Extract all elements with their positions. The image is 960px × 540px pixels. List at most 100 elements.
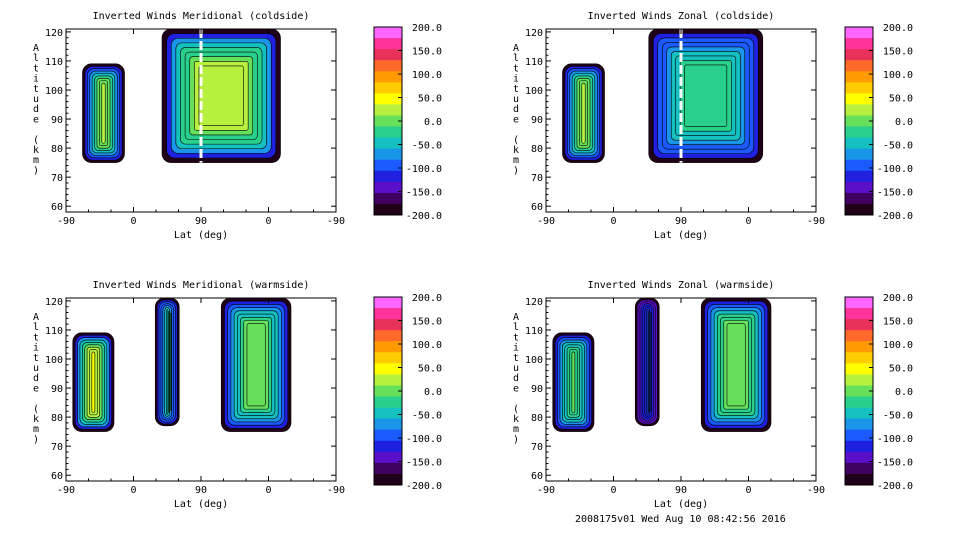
x-tick-label: 0 <box>610 485 616 496</box>
y-tick-label: 60 <box>531 471 543 482</box>
y-tick-label: 100 <box>45 355 63 366</box>
colorbar-swatch <box>845 374 873 386</box>
x-tick-label: -90 <box>327 485 345 496</box>
colorbar-tick-label: -100.0 <box>877 164 913 175</box>
y-tick-label: 100 <box>525 355 543 366</box>
colorbar-tick-label: -200.0 <box>877 211 913 222</box>
colorbar-tick-label: -50.0 <box>883 411 913 422</box>
x-tick-label: 0 <box>130 216 136 227</box>
x-axis-label: Lat (deg) <box>174 230 228 241</box>
y-tick-label: 80 <box>531 144 543 155</box>
colorbar-tick-label: 100.0 <box>883 70 913 81</box>
colorbar-swatch <box>845 363 873 375</box>
colorbar-tick-label: 50.0 <box>418 94 442 105</box>
colorbar-tick-label: 100.0 <box>412 340 442 351</box>
y-tick-label: 60 <box>531 202 543 213</box>
colorbar: 200.0 150.0 100.0 50.0 0.0 -50.0 -100.0 -150.0 -… <box>844 293 913 492</box>
colorbar-tick-label: 150.0 <box>883 317 913 328</box>
colorbar-tick-label: -50.0 <box>412 411 442 422</box>
y-tick-label: 60 <box>51 202 63 213</box>
colorbar-swatch <box>845 440 873 453</box>
data-region <box>634 298 660 427</box>
colorbar-swatch <box>845 297 873 309</box>
data-region <box>154 298 180 427</box>
colorbar-swatch <box>845 203 873 216</box>
x-axis-label: Lat (deg) <box>174 499 228 510</box>
colorbar-tick-label: 200.0 <box>412 293 442 304</box>
colorbar-swatch <box>845 418 873 431</box>
colorbar-tick-label: 150.0 <box>883 47 913 58</box>
colorbar-tick-label: -200.0 <box>877 481 913 492</box>
contour-band <box>168 310 170 413</box>
colorbar-swatch <box>374 203 402 216</box>
x-tick-label: -90 <box>807 485 825 496</box>
colorbar-swatch <box>374 49 402 61</box>
x-tick-label: 0 <box>265 216 271 227</box>
colorbar-swatch <box>845 38 873 50</box>
y-tick-label: 70 <box>531 442 543 453</box>
y-tick-label: 120 <box>525 297 543 308</box>
colorbar-swatch <box>374 38 402 50</box>
y-tick-label: 80 <box>51 413 63 424</box>
chart-title: Inverted Winds Meridional (coldside) <box>93 11 310 22</box>
x-axis-label: Lat (deg) <box>654 230 708 241</box>
colorbar-swatch <box>845 352 873 364</box>
contour-band <box>648 310 650 413</box>
colorbar-swatch <box>374 396 402 408</box>
colorbar-swatch <box>374 192 402 205</box>
colorbar-swatch <box>845 181 873 194</box>
contour-band <box>571 351 576 413</box>
colorbar-swatch <box>374 341 402 353</box>
colorbar-swatch <box>845 104 873 116</box>
y-tick-label: 70 <box>51 442 63 453</box>
x-tick-label: 90 <box>195 485 207 496</box>
data-region <box>220 298 292 432</box>
colorbar-swatch <box>845 308 873 320</box>
colorbar-tick-label: -150.0 <box>877 458 913 469</box>
colorbar-tick-label: 50.0 <box>889 364 913 375</box>
colorbar-tick-label: -50.0 <box>412 141 442 152</box>
colorbar-swatch <box>845 192 873 205</box>
contour-band <box>170 312 172 411</box>
colorbar: 200.0 150.0 100.0 50.0 0.0 -50.0 -100.0 -150.0 -… <box>373 23 442 222</box>
colorbar-swatch <box>845 137 873 150</box>
colorbar-swatch <box>374 104 402 116</box>
colorbar-swatch <box>845 170 873 183</box>
colorbar-swatch <box>374 473 402 486</box>
colorbar: 200.0 150.0 100.0 50.0 0.0 -50.0 -100.0 -150.0 -… <box>373 293 442 492</box>
y-tick-label: 80 <box>51 144 63 155</box>
x-tick-label: -90 <box>57 216 75 227</box>
y-tick-label: 70 <box>51 173 63 184</box>
x-tick-label: 90 <box>675 485 687 496</box>
colorbar-swatch <box>374 319 402 331</box>
data-region <box>72 332 115 432</box>
colorbar-tick-label: -150.0 <box>406 458 442 469</box>
x-tick-label: 0 <box>745 485 751 496</box>
y-tick-label: 90 <box>51 115 63 126</box>
y-tick-label: 110 <box>45 326 63 337</box>
colorbar-tick-label: -200.0 <box>406 481 442 492</box>
contour-band <box>650 312 652 411</box>
colorbar-swatch <box>845 330 873 342</box>
colorbar-swatch <box>845 385 873 397</box>
colorbar-swatch <box>845 27 873 39</box>
colorbar-swatch <box>374 71 402 83</box>
colorbar-tick-label: 0.0 <box>895 387 913 398</box>
y-tick-label: 100 <box>525 86 543 97</box>
y-tick-label: 110 <box>525 326 543 337</box>
colorbar-swatch <box>374 418 402 431</box>
colorbar-tick-label: 200.0 <box>883 23 913 34</box>
colorbar-swatch <box>845 462 873 475</box>
colorbar-tick-label: -150.0 <box>877 188 913 199</box>
colorbar-tick-label: -200.0 <box>406 211 442 222</box>
colorbar-swatch <box>845 71 873 83</box>
x-tick-label: 0 <box>265 485 271 496</box>
contour-band <box>684 64 728 127</box>
colorbar-swatch <box>374 330 402 342</box>
chart-panel-3: Inverted Winds Meridional (warmside) -90 0… <box>33 280 442 510</box>
